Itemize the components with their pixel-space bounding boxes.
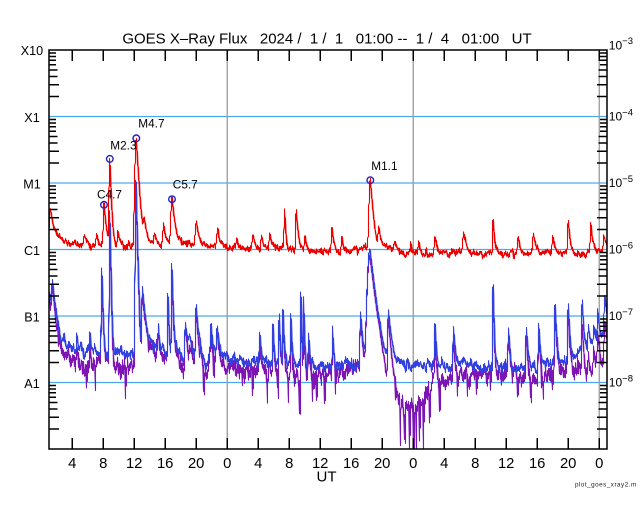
svg-text:4: 4 — [68, 456, 76, 472]
svg-text:UT: UT — [317, 469, 337, 486]
svg-text:0: 0 — [223, 456, 231, 472]
svg-text:M1: M1 — [23, 178, 41, 192]
svg-text:8: 8 — [99, 456, 107, 472]
svg-text:20: 20 — [188, 456, 204, 472]
svg-text:12: 12 — [126, 456, 142, 472]
svg-text:8: 8 — [285, 456, 293, 472]
svg-text:M1.1: M1.1 — [371, 159, 397, 173]
svg-text:GOES X–Ray Flux 2024 / 1 /: GOES X–Ray Flux 2024 / 1 / 1 01:00 -- 1 … — [122, 31, 531, 48]
svg-text:16: 16 — [343, 456, 359, 472]
svg-text:C1: C1 — [24, 244, 40, 258]
svg-text:X10: X10 — [21, 44, 43, 58]
svg-text:M4.7: M4.7 — [138, 116, 164, 130]
svg-text:C4.7: C4.7 — [97, 188, 122, 202]
svg-text:B1: B1 — [24, 311, 39, 325]
svg-text:A1: A1 — [24, 377, 39, 391]
svg-text:M2.3: M2.3 — [110, 138, 137, 152]
svg-text:8: 8 — [471, 456, 479, 472]
svg-text:X1: X1 — [24, 111, 39, 125]
svg-text:12: 12 — [312, 456, 328, 472]
svg-text:0: 0 — [595, 456, 603, 472]
svg-text:C5.7: C5.7 — [173, 177, 198, 191]
svg-text:20: 20 — [374, 456, 390, 472]
svg-text:4: 4 — [254, 456, 262, 472]
svg-text:16: 16 — [157, 456, 173, 472]
svg-text:20: 20 — [560, 456, 576, 472]
svg-text:plot_goes_xray2.m: plot_goes_xray2.m — [575, 482, 637, 489]
svg-text:12: 12 — [498, 456, 514, 472]
svg-text:4: 4 — [440, 456, 448, 472]
svg-text:0: 0 — [409, 456, 417, 472]
svg-text:16: 16 — [529, 456, 545, 472]
